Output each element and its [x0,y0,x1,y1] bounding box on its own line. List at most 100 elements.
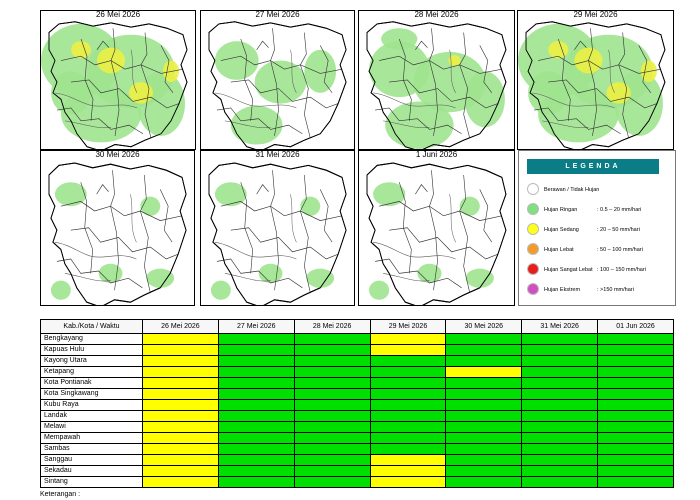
forecast-cell-moderate [142,410,219,422]
district-border [534,107,621,135]
forecast-cell-light [217,476,295,488]
district-border [319,189,333,243]
legend-label: Hujan Sangat Lebat [544,267,593,273]
district-border [389,79,498,109]
district-border [160,45,174,94]
forecast-cell-light [521,333,599,345]
river-line [130,194,137,243]
district-border [429,170,438,291]
table-row: Bengkayang [40,333,674,345]
forecast-cell-light [445,410,523,422]
forecast-cell-light [597,377,674,389]
legend-label: Hujan Ringan [544,207,578,213]
forecast-cell-light [293,476,371,488]
forecast-cell-light [217,454,295,466]
district-border [216,258,303,289]
district-border [379,201,502,221]
district-border [319,45,333,94]
header-date: 28 Mei 2026 [293,319,371,334]
forecast-cell-light [369,432,447,444]
forecast-cell-light [445,344,523,356]
river-line [54,92,138,109]
legend-swatch-icon [527,223,539,235]
district-border [574,40,587,50]
region-name: Melawi [40,421,143,433]
forecast-cell-moderate [445,366,523,378]
moderate-rain-area [71,41,91,59]
district-border [96,184,109,195]
forecast-cell-moderate [369,476,447,488]
district-border [375,107,462,135]
map-date-label: 29 Mei 2026 [573,10,618,19]
rainfall-map [41,21,188,149]
forecast-cell-light [445,377,523,389]
light-rain-area [54,182,87,207]
river-line [130,49,138,93]
forecast-cell-light [217,410,295,422]
light-rain-area [385,101,454,149]
district-border [638,45,652,94]
forecast-cell-moderate [142,432,219,444]
legend-box: LEGENDA Berawan / Tidak Hujan Hujan Ringa… [518,150,676,306]
district-border [270,170,279,291]
forecast-cell-light [521,443,599,455]
district-border [300,32,311,139]
forecast-cell-light [521,344,599,356]
forecast-cell-light [597,465,674,477]
moderate-rain-area [548,41,569,59]
forecast-cell-moderate [142,454,219,466]
forecast-cell-moderate [142,388,219,400]
moderate-rain-area [606,82,631,104]
forecast-cell-light [217,333,295,345]
forecast-cell-light [293,344,371,356]
forecast-cell-light [369,443,447,455]
forecast-cell-light [369,421,447,433]
forecast-cell-light [293,454,371,466]
forecast-cell-light [597,388,674,400]
header-date: 27 Mei 2026 [217,319,295,334]
legend-range: : 100 – 150 mm/hari [597,267,646,273]
district-border [96,40,110,50]
forecast-cell-light [217,421,295,433]
forecast-cell-light [217,366,295,378]
forecast-cell-light [521,421,599,433]
light-rain-area [50,280,71,300]
district-border [110,28,120,136]
forecast-cell-light [597,432,674,444]
forecast-cell-light [217,399,295,411]
forecast-cell-light [217,443,295,455]
district-border [140,32,152,139]
forecast-cell-moderate [142,443,219,455]
river-line [224,120,271,129]
light-rain-area [258,263,283,283]
table-row: Sintang [40,476,674,488]
forecast-cell-light [217,432,295,444]
region-name: Landak [40,410,143,422]
district-border [459,174,470,293]
rainfall-map [366,21,507,149]
district-border [479,45,493,94]
forecast-cell-light [369,399,447,411]
forecast-cell-light [521,388,599,400]
forecast-cell-light [293,465,371,477]
forecast-cell-light [445,476,523,488]
forecast-cell-light [293,432,371,444]
moderate-rain-area [448,55,461,66]
forecast-cell-light [521,366,599,378]
forecast-table: Kab./Kota / Waktu 26 Mei 2026 27 Mei 2026 2… [40,319,674,488]
legend-range: : 0.5 – 20 mm/hari [597,207,642,213]
forecast-cell-moderate [369,454,447,466]
district-border [70,79,180,109]
forecast-cell-light [445,388,523,400]
province-outline [48,162,187,305]
legend-range: : 50 – 100 mm/hari [597,247,643,253]
forecast-cell-light [597,344,674,356]
legend-swatch-icon [527,203,539,215]
forecast-cell-light [445,443,523,455]
table-row: Kota Singkawang [40,388,674,400]
table-row: Sekadau [40,465,674,477]
table-row: Sambas [40,443,674,455]
district-border [220,55,343,74]
forecast-cell-light [369,377,447,389]
map-date-label: 30 Mei 2026 [95,150,140,159]
